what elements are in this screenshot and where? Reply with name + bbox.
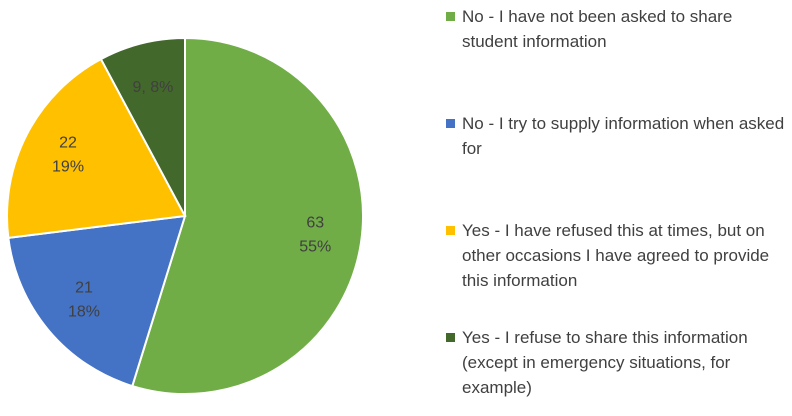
legend-swatch [446,226,455,235]
legend-swatch [446,333,455,342]
data-label-line: 55% [299,239,331,256]
data-label-line: 21 [75,280,93,297]
pie-slice [99,36,186,217]
legend-swatch [446,119,455,128]
data-label-line: 63 [306,215,324,232]
legend-label: No - I have not been asked to share stud… [462,7,733,51]
legend-label: Yes - I refuse to share this information… [462,328,748,397]
data-label: 63 55% [299,215,331,256]
legend-entry: Yes - I have refused this at times, but … [446,218,790,325]
legend-label: No - I try to supply information when as… [462,114,785,158]
pie-slice [131,36,364,395]
legend-swatch [446,12,455,21]
pie-slice [7,214,187,388]
pie-slice [6,57,187,239]
data-label: 21 18% [68,280,100,321]
legend-label: Yes - I have refused this at times, but … [462,221,770,290]
pie: 63 55%21 18%22 19%9, 8% [6,36,364,395]
legend-entry: No - I try to supply information when as… [446,111,790,218]
data-label-line: 22 [59,135,77,152]
legend: No - I have not been asked to share stud… [446,4,790,416]
data-label-line: 18% [68,304,100,321]
data-label: 22 19% [52,135,84,176]
legend-entry: No - I have not been asked to share stud… [446,4,790,111]
data-label-line: 19% [52,159,84,176]
legend-entry: Yes - I refuse to share this information… [446,325,790,416]
data-label-line: 9, 8% [132,79,173,96]
data-label: 9, 8% [132,79,173,96]
